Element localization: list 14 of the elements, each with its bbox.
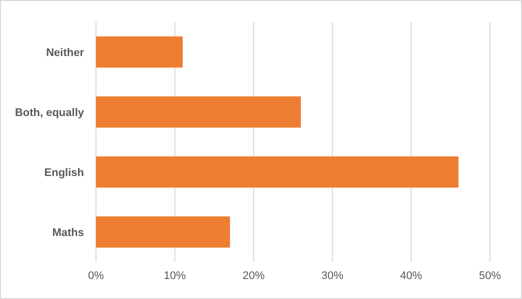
- x-tick-label: 10%: [164, 270, 186, 282]
- y-tick-label: Maths: [52, 226, 84, 239]
- y-tick-label: English: [44, 166, 84, 179]
- x-tick-label: 30%: [321, 270, 344, 282]
- bar: [96, 36, 183, 68]
- bar: [96, 156, 458, 188]
- bar: [96, 216, 230, 248]
- y-tick-label: Both, equally: [14, 106, 85, 119]
- x-tick-label: 40%: [400, 270, 422, 282]
- x-tick-label: 20%: [242, 270, 265, 282]
- x-tick-label: 0%: [88, 270, 104, 282]
- y-tick-label: Neither: [46, 46, 85, 59]
- x-tick-label: 50%: [478, 270, 502, 282]
- bar: [96, 96, 301, 128]
